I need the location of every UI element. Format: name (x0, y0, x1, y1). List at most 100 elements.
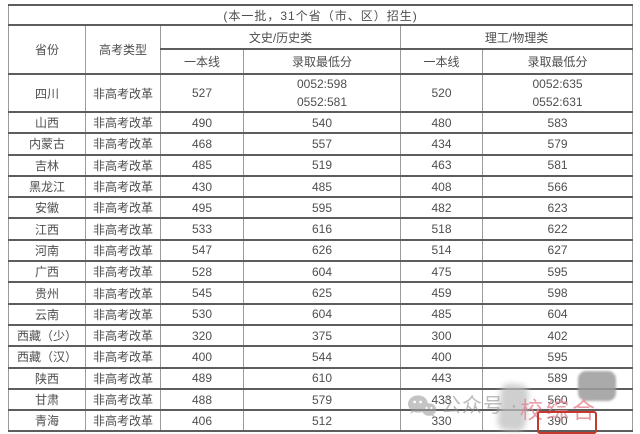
li-line-cell: 480 (400, 110, 483, 135)
province-cell: 陕西 (8, 366, 86, 390)
wen-line-cell: 468 (160, 132, 244, 156)
wen-min-cell: 512 (243, 409, 401, 433)
wen-min-cell: 616 (243, 217, 401, 241)
table-row: 吉林 非高考改革 485 519 463 581 (8, 153, 634, 177)
table-row: 河南 非高考改革 547 626 514 627 (8, 238, 634, 263)
table-row: 陕西 非高考改革 489 610 443 589 (8, 366, 634, 390)
table-row: 江西 非高考改革 533 616 518 622 (8, 217, 634, 241)
header-row-groups: 省份 高考类型 文史/历史类 理工/物理类 (8, 24, 634, 75)
li-min-cell: 566 (481, 174, 634, 199)
province-cell: 西藏（少） (8, 323, 86, 348)
province-cell: 甘肃 (8, 387, 86, 412)
li-min-cell: 595 (481, 260, 634, 284)
li-line-cell: 330 (400, 409, 483, 433)
table-row: 安徽 非高考改革 495 595 482 623 (8, 196, 634, 220)
table-title-row: (本一批，31个省（市、区）招生) (7, 4, 634, 26)
province-cell: 贵州 (8, 281, 86, 305)
table-row: 云南 非高考改革 530 604 485 604 (8, 302, 634, 326)
admission-score-table: (本一批，31个省（市、区）招生) 省份 高考类型 文史/历史类 理工/物理类 … (7, 4, 634, 433)
li-min-cell: 623 (481, 196, 634, 220)
wen-min-cell: 579 (243, 387, 401, 412)
li-line-cell: 485 (400, 302, 483, 326)
score-table-body: 四川 非高考改革 527 0052:598 0552:581 520 0052:635 055… (8, 73, 634, 433)
wen-min-cell: 519 (243, 153, 401, 177)
li-min-cell: 595 (481, 345, 634, 369)
col-group-science: 理工/物理类 (399, 24, 634, 50)
exam-type-cell: 非高考改革 (85, 281, 161, 305)
table-title: (本一批，31个省（市、区）招生) (7, 4, 634, 26)
censor-smudge-dark (578, 371, 616, 401)
wen-min-cell: 485 (243, 174, 401, 199)
li-line-cell: 400 (400, 345, 483, 369)
exam-type-cell: 非高考改革 (85, 409, 161, 433)
exam-type-cell: 非高考改革 (85, 345, 161, 369)
wen-line-cell: 530 (160, 302, 244, 326)
li-line-cell: 459 (400, 281, 483, 305)
li-line-cell: 520 (400, 73, 483, 113)
li-line-cell: 475 (400, 260, 483, 284)
li-min-cell: 622 (481, 217, 634, 241)
exam-type-cell: 非高考改革 (85, 132, 161, 156)
exam-type-cell: 非高考改革 (85, 174, 161, 199)
li-line-cell: 300 (400, 323, 483, 348)
province-cell: 云南 (8, 302, 86, 326)
province-cell: 河南 (8, 238, 86, 263)
li-line-cell: 482 (400, 196, 483, 220)
wen-min-cell: 626 (243, 238, 401, 263)
province-cell: 青海 (8, 409, 86, 433)
province-cell: 安徽 (8, 196, 86, 220)
li-line-cell: 433 (400, 387, 483, 412)
province-cell: 江西 (8, 217, 86, 241)
table-row: 西藏（少） 非高考改革 320 375 300 402 (8, 323, 634, 348)
province-cell: 内蒙古 (8, 132, 86, 156)
wen-line-cell: 527 (160, 73, 244, 113)
wen-min-cell: 625 (243, 281, 401, 305)
col-header-wen-line: 一本线 (160, 48, 244, 75)
table-row: 山西 非高考改革 490 540 480 583 (8, 110, 634, 135)
wen-line-cell: 406 (160, 409, 244, 433)
wen-min-cell: 0052:598 0552:581 (243, 73, 401, 113)
exam-type-cell: 非高考改革 (85, 153, 161, 177)
exam-type-cell: 非高考改革 (85, 366, 161, 390)
li-min-cell: 402 (481, 323, 634, 348)
wen-line-cell: 490 (160, 110, 244, 135)
li-min-cell: 598 (481, 281, 634, 305)
col-header-wen-min: 录取最低分 (243, 48, 401, 75)
li-line-cell: 514 (400, 238, 483, 263)
table-row: 黑龙江 非高考改革 430 485 408 566 (8, 174, 634, 199)
province-cell: 广西 (8, 260, 86, 284)
province-cell: 西藏（汉） (8, 345, 86, 369)
wen-min-cell: 595 (243, 196, 401, 220)
exam-type-cell: 非高考改革 (85, 260, 161, 284)
wen-line-cell: 547 (160, 238, 244, 263)
wen-line-cell: 545 (160, 281, 244, 305)
table-row: 贵州 非高考改革 545 625 459 598 (8, 281, 634, 305)
col-header-li-line: 一本线 (400, 48, 483, 75)
province-cell: 黑龙江 (8, 174, 86, 199)
header-row-sub: 一本线 录取最低分 一本线 录取最低分 (9, 48, 634, 75)
table-row: 甘肃 非高考改革 488 579 433 560 (8, 387, 634, 412)
li-min-cell: 604 (481, 302, 634, 326)
li-min-cell: 579 (481, 132, 634, 156)
wen-min-cell: 544 (243, 345, 401, 369)
exam-type-cell: 非高考改革 (85, 302, 161, 326)
table-row: 青海 非高考改革 406 512 330 390 (8, 409, 634, 433)
col-group-liberal-arts: 文史/历史类 (160, 24, 401, 50)
exam-type-cell: 非高考改革 (85, 110, 161, 135)
wen-line-cell: 528 (160, 260, 244, 284)
wen-min-cell: 604 (243, 260, 401, 284)
wen-line-cell: 488 (160, 387, 244, 412)
wen-min-cell: 610 (243, 366, 401, 390)
wen-line-cell: 400 (160, 345, 244, 369)
wen-line-cell: 320 (160, 323, 244, 348)
li-line-cell: 434 (400, 132, 483, 156)
li-line-cell: 443 (400, 366, 483, 390)
exam-type-cell: 非高考改革 (85, 238, 161, 263)
col-header-province: 省份 (8, 24, 86, 75)
province-cell: 山西 (8, 110, 86, 135)
wen-min-cell: 375 (243, 323, 401, 348)
col-header-exam-type: 高考类型 (85, 24, 161, 75)
censor-smudge-light (496, 382, 530, 433)
col-header-li-min: 录取最低分 (481, 48, 634, 75)
